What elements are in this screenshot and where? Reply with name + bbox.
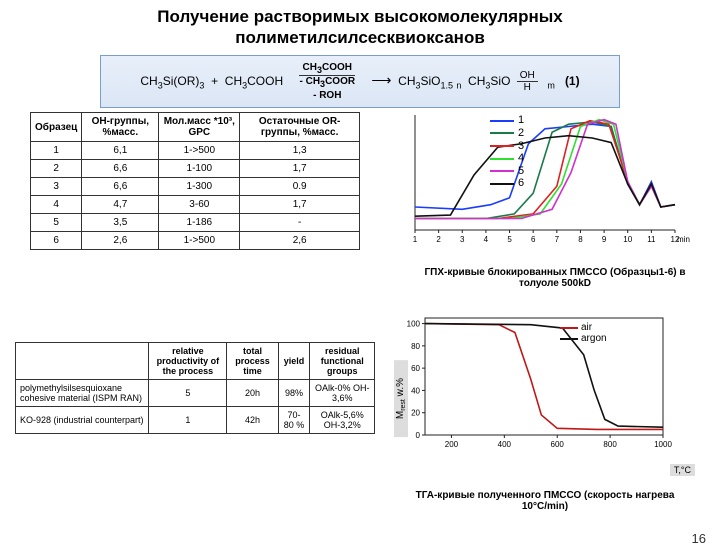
svg-text:200: 200 — [445, 440, 459, 449]
svg-text:1: 1 — [413, 235, 418, 244]
tga-xlabel: T,°C — [670, 464, 695, 476]
svg-text:0: 0 — [416, 431, 421, 440]
rxn-right: ⟶ CH3SiO1.5 n CH3SiO OHH m (1) — [371, 74, 579, 88]
svg-text:min: min — [677, 235, 690, 244]
svg-text:60: 60 — [411, 364, 420, 373]
rxn-arrow: CH3COOH - CH3COOR - ROH — [299, 62, 355, 102]
svg-text:80: 80 — [411, 342, 420, 351]
gpc-legend: 123456 — [490, 114, 524, 190]
svg-text:100: 100 — [407, 320, 421, 329]
svg-text:10: 10 — [623, 235, 632, 244]
page-title: Получение растворимых высокомолекулярных… — [0, 0, 720, 49]
svg-text:400: 400 — [498, 440, 512, 449]
svg-text:11: 11 — [647, 235, 656, 244]
tga-legend: airargon — [560, 322, 607, 344]
tga-chart: 0 20 40 60 80 100 200 400 600 800 1000 — [395, 310, 695, 485]
sample-table: ОбразецOH-группы, %масс.Мол.масс *10³, G… — [30, 112, 360, 250]
svg-text:1000: 1000 — [654, 440, 672, 449]
svg-text:800: 800 — [603, 440, 617, 449]
gpc-chart: 123456789101112min — [395, 107, 695, 282]
gpc-caption: ГПХ-кривые блокированных ПМССО (Образцы1… — [415, 267, 695, 289]
tga-caption: ТГА-кривые полученного ПМССО (скорость н… — [400, 490, 690, 512]
svg-text:9: 9 — [602, 235, 607, 244]
svg-text:5: 5 — [507, 235, 512, 244]
svg-text:6: 6 — [531, 235, 536, 244]
svg-text:8: 8 — [578, 235, 583, 244]
svg-text:20: 20 — [411, 409, 420, 418]
svg-text:3: 3 — [460, 235, 465, 244]
reaction-scheme: CH3Si(OR)3 + CH3COOH CH3COOH - CH3COOR -… — [100, 55, 620, 109]
svg-text:600: 600 — [551, 440, 565, 449]
comparison-table: relative productivity of the processtota… — [15, 342, 375, 434]
svg-text:40: 40 — [411, 387, 420, 396]
page-number: 16 — [692, 531, 706, 546]
svg-text:4: 4 — [484, 235, 489, 244]
svg-text:2: 2 — [436, 235, 441, 244]
rxn-left: CH3Si(OR)3 + CH3COOH — [140, 74, 283, 88]
svg-text:7: 7 — [555, 235, 560, 244]
